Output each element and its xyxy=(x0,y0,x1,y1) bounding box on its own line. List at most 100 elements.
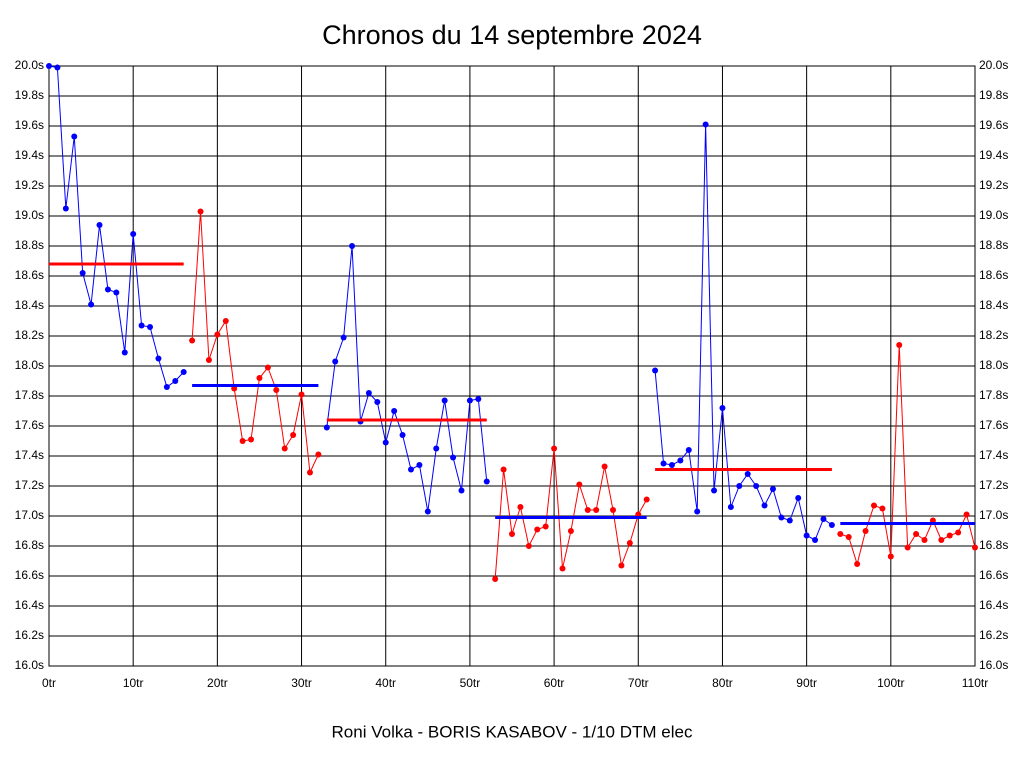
data-point xyxy=(685,447,692,453)
y-tick-label: 17.0s xyxy=(15,508,44,522)
data-point xyxy=(786,517,793,524)
y-tick-label: 16.2s xyxy=(15,628,44,642)
y-tick-label: 17.8s xyxy=(15,388,44,402)
data-point xyxy=(576,481,583,488)
y-tick-label: 19.2s xyxy=(15,178,44,192)
y-tick-label-right: 17.6s xyxy=(979,418,1008,432)
y-tick-label: 19.0s xyxy=(15,208,44,222)
y-tick-label: 16.8s xyxy=(15,538,44,552)
data-point xyxy=(197,208,204,215)
data-point xyxy=(963,511,970,518)
data-point xyxy=(618,562,625,569)
data-point xyxy=(248,436,255,443)
y-tick-label: 18.8s xyxy=(15,238,44,252)
data-point xyxy=(946,532,953,539)
data-point xyxy=(694,508,701,515)
y-tick-label: 17.6s xyxy=(15,418,44,432)
data-point xyxy=(870,502,877,509)
data-point xyxy=(727,504,734,510)
y-tick-label: 19.4s xyxy=(15,148,44,162)
y-tick-label-right: 20.0s xyxy=(979,58,1008,72)
data-point xyxy=(972,544,978,551)
data-point xyxy=(643,496,650,503)
y-tick-label: 16.4s xyxy=(15,598,44,612)
data-point xyxy=(601,463,608,470)
y-tick-label-right: 19.6s xyxy=(979,118,1008,132)
data-point xyxy=(736,483,743,489)
data-point xyxy=(46,63,52,69)
data-point xyxy=(854,561,861,567)
data-point xyxy=(382,439,389,446)
y-tick-label-right: 16.2s xyxy=(979,628,1008,642)
x-tick-label: 90tr xyxy=(796,676,817,690)
data-point xyxy=(306,469,313,476)
y-tick-label-right: 17.2s xyxy=(979,478,1008,492)
y-tick-label-right: 18.8s xyxy=(979,238,1008,252)
y-tick-label: 16.0s xyxy=(15,658,44,672)
data-point xyxy=(500,466,507,473)
data-point xyxy=(374,399,381,405)
x-tick-label: 60tr xyxy=(544,676,565,690)
x-tick-label: 30tr xyxy=(291,676,312,690)
data-point xyxy=(896,342,903,348)
series-line xyxy=(326,245,488,512)
data-point xyxy=(593,507,600,513)
data-point xyxy=(719,405,726,411)
data-point xyxy=(349,243,356,249)
data-point xyxy=(424,508,431,515)
x-tick-label: 20tr xyxy=(207,676,228,690)
x-tick-label: 70tr xyxy=(628,676,649,690)
data-point xyxy=(517,504,524,510)
data-point xyxy=(147,324,154,330)
y-tick-label: 18.2s xyxy=(15,328,44,342)
data-point xyxy=(921,537,928,543)
data-point xyxy=(298,391,305,398)
data-point xyxy=(702,121,709,128)
y-tick-label-right: 19.0s xyxy=(979,208,1008,222)
data-point xyxy=(273,387,280,393)
y-tick-label: 19.8s xyxy=(15,88,44,102)
data-point xyxy=(660,460,667,467)
y-tick-label-right: 18.4s xyxy=(979,298,1008,312)
x-tick-label: 40tr xyxy=(375,676,396,690)
chart-title: Chronos du 14 septembre 2024 xyxy=(322,20,702,50)
data-point xyxy=(155,355,162,362)
data-point xyxy=(525,543,532,549)
data-point xyxy=(290,432,297,438)
data-point xyxy=(407,466,414,473)
y-tick-label: 18.0s xyxy=(15,358,44,372)
x-tick-label: 100tr xyxy=(877,676,904,690)
series-line xyxy=(191,211,319,475)
y-tick-label-right: 19.8s xyxy=(979,88,1008,102)
x-tick-label: 0tr xyxy=(42,676,56,690)
data-point xyxy=(104,286,111,293)
data-point xyxy=(879,505,886,512)
data-point xyxy=(172,378,179,384)
x-tick-label: 50tr xyxy=(460,676,481,690)
data-point xyxy=(534,526,541,533)
data-point xyxy=(214,331,221,338)
data-point xyxy=(677,457,684,464)
data-point xyxy=(803,532,810,539)
data-point xyxy=(542,523,549,530)
data-point xyxy=(584,507,591,513)
y-tick-label-right: 18.2s xyxy=(979,328,1008,342)
data-point xyxy=(281,445,288,452)
y-tick-label: 19.6s xyxy=(15,118,44,132)
y-tick-label-right: 16.8s xyxy=(979,538,1008,552)
data-point xyxy=(88,301,95,308)
y-tick-label: 17.4s xyxy=(15,448,44,462)
y-tick-label-right: 17.4s xyxy=(979,448,1008,462)
data-point xyxy=(820,516,827,522)
data-point xyxy=(812,537,819,543)
data-point xyxy=(559,565,566,572)
data-point xyxy=(862,528,869,534)
data-point xyxy=(509,531,515,537)
data-point xyxy=(769,486,776,492)
data-point xyxy=(138,322,145,329)
data-point xyxy=(256,375,263,381)
data-point xyxy=(71,133,78,140)
y-tick-label: 17.2s xyxy=(15,478,44,492)
data-point xyxy=(778,514,785,521)
